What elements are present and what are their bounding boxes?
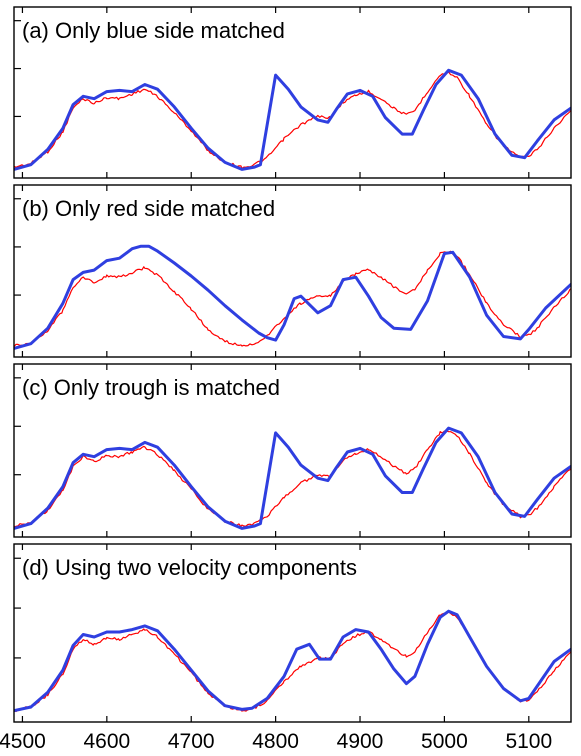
x-axis: 4500 4600 4700 4800 4900 5000 5100 [0,730,552,753]
x-tick-label: 5100 [505,730,552,753]
panel-d-curves [14,609,571,713]
x-tick-label: 5000 [421,730,468,753]
panels-group: (a) Only blue side matched (b) Only red s… [13,6,572,723]
observed-spectrum-line [14,430,571,528]
panel-a-curves [14,68,571,171]
panel-frame [13,184,572,358]
panel-d: (d) Using two velocity components [13,543,572,723]
observed-spectrum-line [14,250,571,348]
model-spectrum-line [14,244,571,350]
panel-title: (a) Only blue side matched [22,18,285,43]
model-spectrum-line [14,609,571,713]
panel-frame [13,6,572,179]
x-tick-label: 4500 [0,730,46,753]
x-tick-label: 4900 [337,730,384,753]
panel-title: (b) Only red side matched [22,196,275,221]
panel-frame [13,543,572,723]
model-spectrum-line [14,68,571,171]
panel-a: (a) Only blue side matched [13,6,572,179]
panel-c-curves [14,426,571,530]
x-tick-label: 4800 [252,730,299,753]
panel-c: (c) Only trough is matched [13,363,572,538]
panel-b-curves [14,244,571,350]
panel-title: (c) Only trough is matched [22,375,280,400]
panel-frame [13,363,572,538]
x-tick-label: 4700 [168,730,215,753]
model-spectrum-line [14,426,571,530]
observed-spectrum-line [14,71,571,169]
x-tick-label: 4600 [83,730,130,753]
panel-b: (b) Only red side matched [13,184,572,358]
panel-title: (d) Using two velocity components [22,555,357,580]
